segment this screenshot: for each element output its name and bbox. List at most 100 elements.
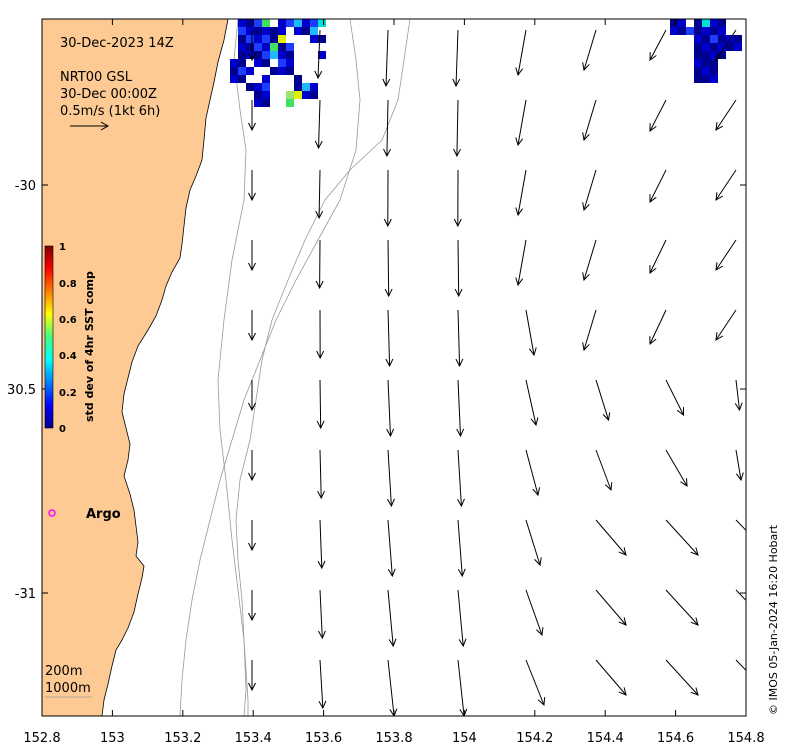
colorbar-tick-1: 1 bbox=[59, 242, 66, 253]
current-arrow bbox=[735, 449, 744, 482]
sst-pixel bbox=[710, 75, 718, 83]
sst-pixel bbox=[710, 27, 718, 35]
sst-pixel bbox=[702, 27, 710, 35]
current-arrow bbox=[315, 239, 324, 290]
sst-pixel bbox=[254, 51, 262, 59]
colorbar-tick-0.2: 0.2 bbox=[59, 388, 77, 399]
sst-pixel bbox=[262, 43, 270, 51]
sst-pixel bbox=[254, 59, 262, 67]
sst-pixel bbox=[694, 19, 702, 27]
current-arrow bbox=[316, 309, 325, 360]
current-arrow bbox=[248, 170, 256, 202]
sst-pixel bbox=[278, 43, 286, 51]
sst-pixel bbox=[734, 43, 742, 51]
sst-pixel bbox=[718, 43, 726, 51]
current-arrow bbox=[383, 169, 392, 228]
x-tick-label: 154 bbox=[452, 731, 477, 746]
sst-pixel bbox=[310, 19, 318, 27]
sst-pixel bbox=[678, 19, 686, 27]
sst-pixel bbox=[694, 27, 702, 35]
x-tick-label: 153.2 bbox=[164, 731, 201, 746]
sst-std-dev-pixels bbox=[230, 19, 742, 107]
current-arrow bbox=[525, 589, 544, 637]
sst-pixel bbox=[278, 19, 286, 27]
sst-pixel bbox=[262, 35, 270, 43]
sst-pixel bbox=[262, 51, 270, 59]
sst-pixel bbox=[254, 91, 262, 99]
current-arrow bbox=[715, 239, 737, 271]
sst-pixel bbox=[278, 59, 286, 67]
current-arrow bbox=[248, 520, 256, 552]
sst-pixel bbox=[286, 19, 294, 27]
current-arrow bbox=[457, 589, 467, 648]
current-arrow bbox=[248, 240, 256, 272]
sst-pixel bbox=[238, 27, 246, 35]
sst-pixel bbox=[702, 43, 710, 51]
current-arrow bbox=[595, 659, 627, 696]
sst-pixel bbox=[278, 35, 286, 43]
current-arrow bbox=[318, 659, 327, 710]
sst-pixel bbox=[718, 27, 726, 35]
current-arrow bbox=[248, 590, 256, 622]
x-tick-label: 154.2 bbox=[516, 731, 553, 746]
current-arrow bbox=[387, 589, 397, 648]
sst-pixel bbox=[286, 67, 294, 75]
current-arrow bbox=[715, 99, 737, 131]
current-arrow bbox=[665, 519, 699, 556]
sst-pixel bbox=[670, 19, 678, 27]
x-tick-label: 154.4 bbox=[587, 731, 624, 746]
current-arrow bbox=[665, 449, 688, 487]
sst-pixel bbox=[286, 99, 294, 107]
sst-pixel bbox=[686, 27, 694, 35]
current-arrow bbox=[649, 29, 667, 61]
current-arrow bbox=[582, 169, 597, 212]
sst-pixel bbox=[246, 83, 254, 91]
current-arrow bbox=[452, 29, 461, 88]
x-tick-label: 153.8 bbox=[375, 731, 412, 746]
current-arrow bbox=[456, 379, 465, 438]
current-arrow bbox=[582, 239, 597, 282]
current-arrow bbox=[715, 29, 737, 61]
current-arrow bbox=[715, 169, 737, 201]
sst-pixel bbox=[262, 59, 270, 67]
current-arrow bbox=[515, 239, 527, 287]
sst-pixel bbox=[254, 43, 262, 51]
current-arrow bbox=[317, 519, 326, 570]
map-plot-area bbox=[42, 19, 746, 716]
sst-pixel bbox=[718, 51, 726, 59]
sst-pixel bbox=[294, 19, 302, 27]
argo-marker bbox=[48, 509, 56, 517]
sst-pixel bbox=[254, 27, 262, 35]
x-tick-label: 153.4 bbox=[235, 731, 272, 746]
current-source-label: NRT00 GSL bbox=[60, 70, 133, 85]
current-arrow bbox=[248, 100, 256, 132]
scale-arrow bbox=[70, 121, 110, 131]
sst-pixel bbox=[670, 27, 678, 35]
colorbar-tick-0.8: 0.8 bbox=[59, 279, 77, 290]
current-arrow bbox=[317, 449, 326, 500]
colorbar-tick-0.4: 0.4 bbox=[59, 351, 77, 362]
sst-pixel bbox=[286, 91, 294, 99]
sst-pixel bbox=[694, 35, 702, 43]
current-arrow bbox=[248, 380, 256, 412]
sst-pixel bbox=[238, 59, 246, 67]
current-arrow bbox=[515, 99, 527, 147]
x-tick-label: 153 bbox=[100, 731, 125, 746]
current-arrow bbox=[315, 169, 324, 220]
sst-pixel bbox=[310, 91, 318, 99]
sst-pixel bbox=[710, 43, 718, 51]
sst-pixel bbox=[278, 67, 286, 75]
current-vectors bbox=[248, 29, 746, 716]
sst-pixel bbox=[302, 19, 310, 27]
sst-pixel bbox=[262, 91, 270, 99]
x-tick-label: 154.6 bbox=[657, 731, 694, 746]
sst-pixel bbox=[254, 35, 262, 43]
current-arrow bbox=[453, 169, 462, 228]
x-tick-label: 153.6 bbox=[305, 731, 342, 746]
sst-pixel bbox=[286, 51, 294, 59]
sst-pixel bbox=[246, 19, 254, 27]
current-arrow bbox=[665, 659, 699, 696]
sst-pixel bbox=[270, 35, 278, 43]
sst-pixel bbox=[694, 67, 702, 75]
sst-pixel bbox=[310, 27, 318, 35]
